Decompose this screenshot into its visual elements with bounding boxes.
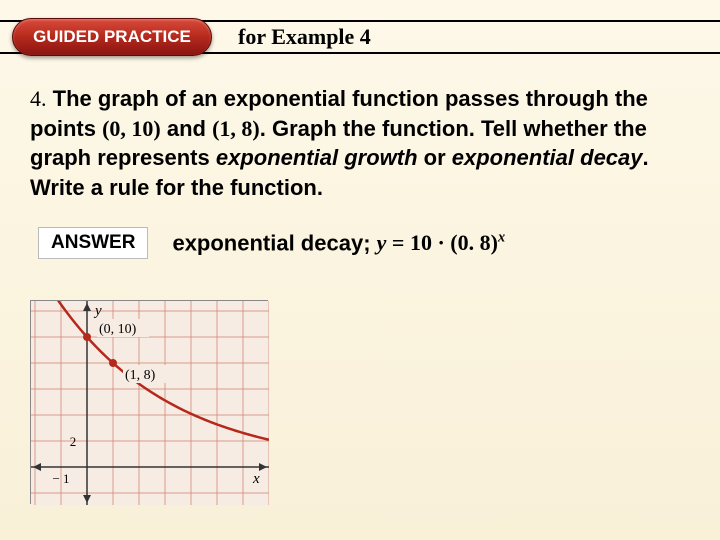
svg-text:− 1: − 1 — [52, 471, 69, 486]
svg-text:x: x — [252, 471, 260, 487]
formula-base: (0. 8) — [445, 230, 498, 255]
answer-text: exponential decay; y = 10 · (0. 8)x — [172, 230, 505, 256]
graph-panel: y x 2 − 1 (0, 10) (1, 8) — [30, 300, 268, 504]
formula-y: y — [377, 230, 387, 255]
question-point2: (1, 8) — [212, 116, 260, 141]
question-em1: exponential growth — [216, 145, 418, 170]
guided-practice-badge: GUIDED PRACTICE — [12, 18, 212, 56]
formula-eq: = 10 — [386, 230, 437, 255]
graph-svg: y x 2 − 1 (0, 10) (1, 8) — [31, 301, 269, 505]
question-number: 4. — [30, 86, 47, 111]
answer-row: ANSWER exponential decay; y = 10 · (0. 8… — [0, 213, 720, 259]
answer-decay-text: exponential decay; — [172, 230, 376, 255]
header-bar: GUIDED PRACTICE for Example 4 — [0, 0, 720, 64]
question-em2: exponential decay — [452, 145, 643, 170]
svg-text:(0, 10): (0, 10) — [99, 322, 137, 337]
answer-formula: y = 10 · (0. 8)x — [377, 230, 505, 255]
svg-text:2: 2 — [70, 434, 77, 449]
answer-badge: ANSWER — [38, 227, 148, 259]
question-point1: (0, 10) — [102, 116, 161, 141]
svg-text:(1, 8): (1, 8) — [125, 368, 156, 383]
formula-exp: x — [498, 230, 505, 246]
question-part-4: or — [418, 145, 452, 170]
formula-dot: · — [437, 230, 444, 255]
question-text: 4. The graph of an exponential function … — [0, 64, 720, 213]
svg-text:y: y — [93, 303, 102, 319]
for-example-label: for Example 4 — [238, 24, 371, 50]
question-part-2: and — [161, 116, 212, 141]
